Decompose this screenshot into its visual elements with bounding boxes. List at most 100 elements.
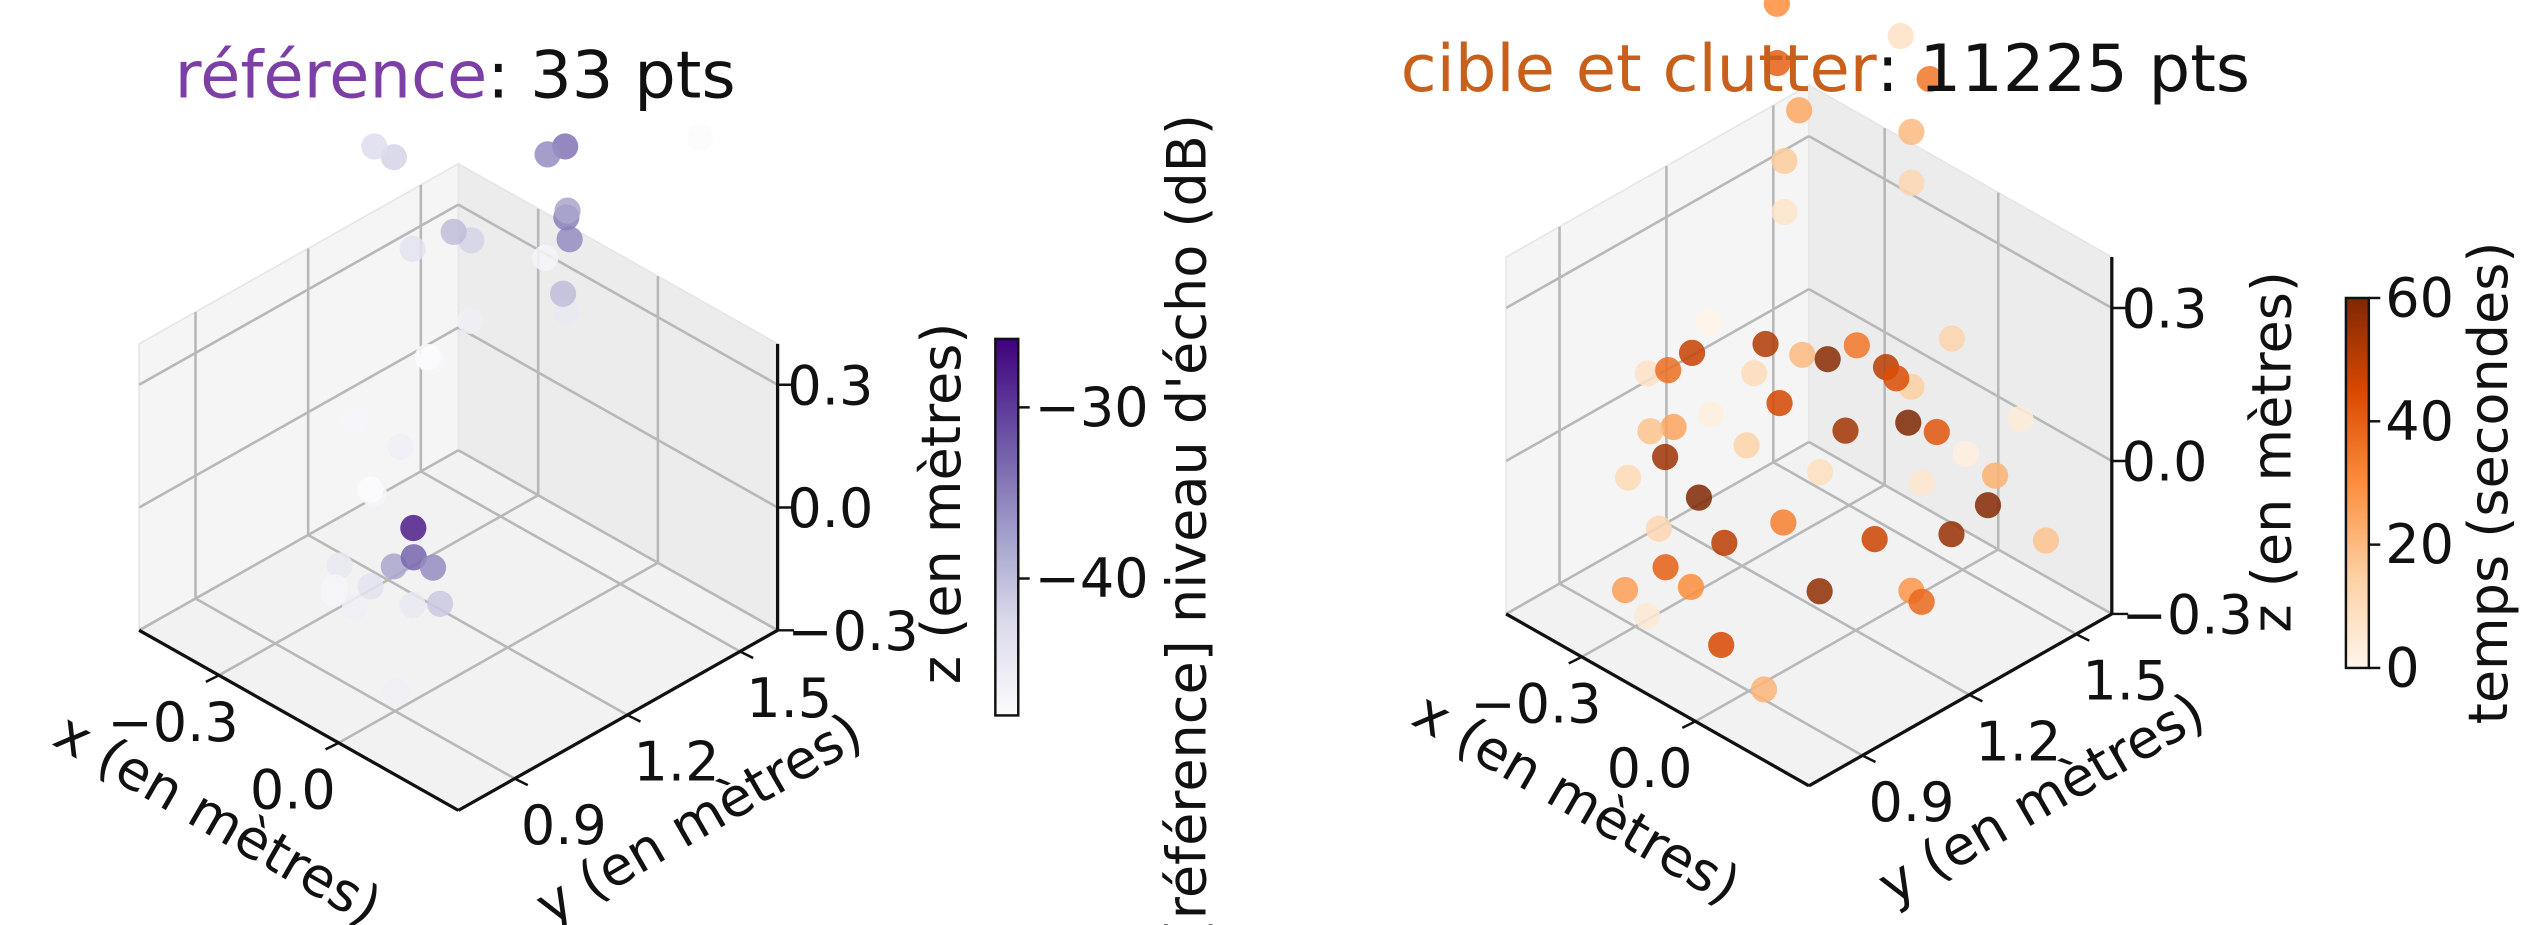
point <box>320 580 348 608</box>
title-count: : 11225 pts <box>1877 31 2250 107</box>
point <box>1750 676 1778 703</box>
grid-line <box>1808 135 2113 310</box>
point <box>1611 576 1639 604</box>
point <box>1806 578 1833 605</box>
grid-line <box>138 203 460 386</box>
point <box>380 144 407 171</box>
point <box>1770 509 1797 536</box>
point <box>1771 198 1798 226</box>
point <box>400 514 427 542</box>
colorbar-tick-label: 0 <box>2385 636 2419 699</box>
point <box>380 553 407 580</box>
point <box>1660 413 1687 441</box>
tick-mark <box>514 777 529 787</box>
subplot: −0.30.00.91.21.5−0.30.00.3x (en mètres) y… <box>44 37 1218 925</box>
y-tick-label: 1.2 <box>634 731 720 794</box>
title-label: cible et clutter <box>1401 31 1877 107</box>
grid-line <box>1505 135 1810 310</box>
point <box>2007 405 2034 432</box>
point <box>1766 389 1793 417</box>
point <box>1678 339 1706 366</box>
z-tick-label: −0.3 <box>787 600 918 663</box>
grid-line <box>194 597 516 780</box>
point <box>1695 308 1722 336</box>
point <box>1733 432 1760 459</box>
point <box>556 226 583 253</box>
colorbar-tick-label: 60 <box>2385 266 2454 329</box>
grid-line <box>1694 548 1999 723</box>
tick-mark <box>1568 655 1583 665</box>
point <box>1633 602 1661 629</box>
point <box>687 124 714 151</box>
point <box>549 280 577 307</box>
point <box>2032 527 2059 554</box>
point <box>1938 325 1966 352</box>
point <box>532 244 559 272</box>
colorbar-tick-label: 20 <box>2385 513 2454 576</box>
point <box>1771 147 1798 175</box>
point <box>1908 588 1935 615</box>
y-tick-label: 1.2 <box>1975 710 2061 773</box>
colorbar-tick-label: −40 <box>1035 547 1149 610</box>
point <box>326 552 353 579</box>
z-tick-label: 0.0 <box>2122 431 2208 494</box>
point <box>1615 464 1642 491</box>
point <box>1711 529 1738 556</box>
axis-line <box>138 628 460 812</box>
point <box>1637 418 1664 445</box>
tick-mark <box>1861 754 1877 764</box>
point <box>1752 330 1779 358</box>
point <box>1832 417 1859 444</box>
axis-line <box>1808 612 2113 788</box>
point <box>1861 526 1888 553</box>
point <box>361 133 388 160</box>
colorbar <box>994 337 1020 717</box>
z-tick-label: 0.3 <box>787 354 873 417</box>
point <box>440 218 467 245</box>
title-label: référence <box>175 37 488 113</box>
point <box>400 544 427 571</box>
y-tick-label: 1.5 <box>746 667 832 730</box>
point <box>1645 515 1672 542</box>
tick-mark <box>205 674 220 683</box>
point <box>1843 332 1870 359</box>
title-count: : 33 pts <box>487 37 735 113</box>
point <box>1898 169 1925 196</box>
point <box>1685 484 1713 511</box>
point <box>342 593 369 620</box>
grid-line <box>1581 483 1886 659</box>
point <box>1916 66 1943 93</box>
point <box>1974 492 2002 519</box>
point <box>1741 360 1768 387</box>
point <box>1908 469 1936 496</box>
point <box>340 408 368 435</box>
tick-mark <box>325 741 340 751</box>
grid-line <box>420 470 741 653</box>
tick-mark <box>1968 693 1983 703</box>
grid-line <box>457 326 779 509</box>
point <box>1763 0 1790 17</box>
axis-line <box>1505 612 1810 788</box>
title: cible et clutter: 11225 pts <box>1401 31 2250 107</box>
point <box>357 573 384 600</box>
point <box>383 678 410 706</box>
point <box>399 235 426 262</box>
y-tick-label: 1.5 <box>2082 650 2168 713</box>
grid-line <box>138 326 460 509</box>
point <box>1806 459 1834 486</box>
z-tick-label: 0.3 <box>2122 278 2208 341</box>
point <box>1789 341 1816 368</box>
y-tick-label: 0.9 <box>1869 771 1955 834</box>
axis-line <box>457 628 779 812</box>
tick-mark <box>1681 720 1696 730</box>
grid-line <box>307 533 629 717</box>
x-tick-label: −0.3 <box>108 691 239 754</box>
point <box>426 590 454 617</box>
subplot: −0.30.00.91.21.5−0.30.00.3x (en mètres) y… <box>1401 0 2520 917</box>
z-axis-label: z (en mètres) <box>2241 271 2304 633</box>
grid-line <box>138 449 460 632</box>
grid-line <box>457 449 779 632</box>
point <box>419 554 447 581</box>
